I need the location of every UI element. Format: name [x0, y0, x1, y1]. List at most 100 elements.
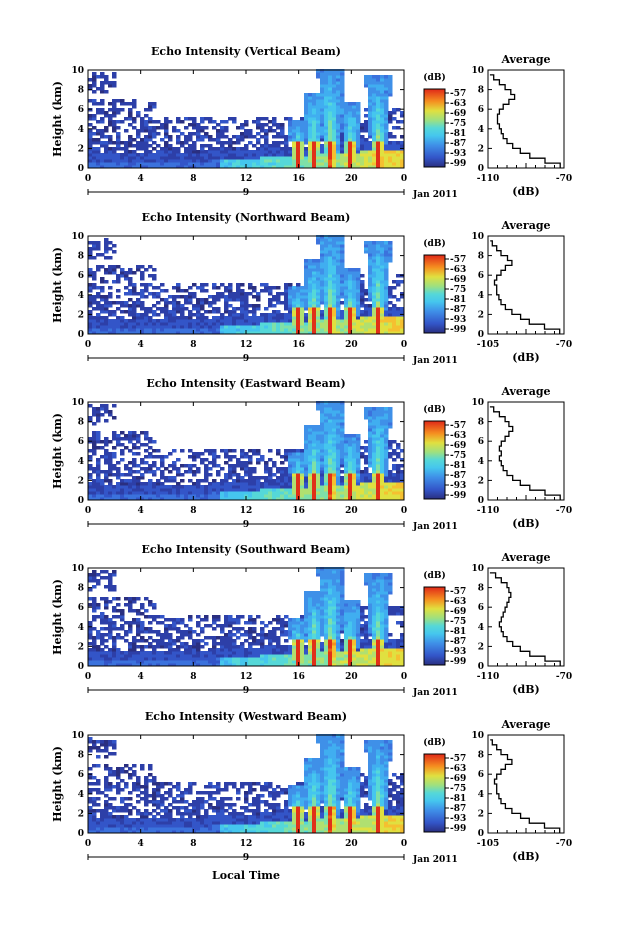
heatmap-cell: [372, 120, 377, 124]
heatmap-cell: [236, 283, 241, 287]
heatmap-cell: [380, 150, 385, 154]
heatmap-cell: [216, 322, 221, 326]
heatmap-cell: [96, 657, 101, 661]
heatmap-cell: [236, 494, 241, 498]
heatmap-cell: [116, 657, 121, 661]
heatmap-cell: [348, 129, 353, 133]
heatmap-cell: [152, 630, 157, 634]
heatmap-cell: [332, 449, 337, 453]
heatmap-cell: [376, 491, 381, 495]
heatmap-cell: [364, 325, 369, 329]
heatmap-cell: [272, 120, 277, 124]
heatmap-cell: [268, 485, 273, 489]
heatmap-cell: [316, 135, 321, 139]
heatmap-cell: [316, 289, 321, 293]
heatmap-cell: [208, 648, 213, 652]
heatmap-cell: [328, 482, 333, 486]
heatmap-cell: [132, 271, 137, 275]
heatmap-cell: [176, 135, 181, 139]
heatmap-cell: [332, 322, 337, 326]
heatmap-cell: [208, 452, 213, 456]
heatmap-cell: [108, 162, 113, 166]
heatmap-cell: [144, 434, 149, 438]
heatmap-cell: [124, 162, 129, 166]
heatmap-cell: [104, 576, 109, 580]
heatmap-cell: [116, 633, 121, 637]
heatmap-cell: [328, 313, 333, 317]
heatmap-cell: [376, 319, 381, 323]
heatmap-cell: [180, 162, 185, 166]
heatmap-cell: [364, 298, 369, 302]
heatmap-cell: [348, 274, 353, 278]
heatmap-cell: [244, 150, 249, 154]
heatmap-cell: [300, 295, 305, 299]
heatmap-cell: [116, 440, 121, 444]
heatmap-cell: [144, 651, 149, 655]
heatmap-cell: [312, 488, 317, 492]
heatmap-cell: [268, 144, 273, 148]
heatmap-cell: [200, 479, 205, 483]
heatmap-cell: [156, 654, 161, 658]
heatmap-cell: [140, 126, 145, 130]
heatmap-cell: [280, 455, 285, 459]
heatmap-cell: [388, 494, 393, 498]
heatmap-cell: [376, 425, 381, 429]
heatmap-cell: [120, 657, 125, 661]
heatmap-cell: [304, 425, 309, 429]
heatmap-cell: [228, 298, 233, 302]
heatmap-cell: [248, 485, 253, 489]
heatmap-cell: [100, 298, 105, 302]
heatmap-cell: [208, 485, 213, 489]
heatmap-cell: [320, 473, 325, 477]
heatmap-cell: [396, 108, 401, 112]
heatmap-cell: [380, 265, 385, 269]
heatmap-cell: [108, 651, 113, 655]
heatmap-cell: [236, 150, 241, 154]
heatmap-cell: [312, 274, 317, 278]
heatmap-cell: [108, 657, 113, 661]
heatmap-cell: [316, 310, 321, 314]
heatmap-cell: [148, 102, 153, 106]
heatmap-cell: [372, 494, 377, 498]
heatmap-cell: [288, 310, 293, 314]
heatmap-cell: [176, 316, 181, 320]
panel-title: Echo Intensity (Vertical Beam): [151, 45, 341, 58]
heatmap-cell: [184, 159, 189, 163]
heatmap-cell: [176, 289, 181, 293]
heatmap-cell: [108, 138, 113, 142]
heatmap-cell: [116, 654, 121, 658]
heatmap-cell: [376, 277, 381, 281]
heatmap-cell: [368, 256, 373, 260]
heatmap-cell: [124, 117, 129, 121]
heatmap-cell: [156, 307, 161, 311]
heatmap-cell: [368, 147, 373, 151]
heatmap-cell: [364, 123, 369, 127]
heatmap-cell: [168, 648, 173, 652]
heatmap-cell: [392, 153, 397, 157]
heatmap-cell: [320, 476, 325, 480]
heatmap-cell: [140, 289, 145, 293]
heatmap-cell: [392, 135, 397, 139]
heatmap-cell: [392, 488, 397, 492]
heatmap-cell: [336, 413, 341, 417]
heatmap-cell: [300, 464, 305, 468]
heatmap-cell: [328, 416, 333, 420]
heatmap-cell: [152, 461, 157, 465]
heatmap-cell: [120, 609, 125, 613]
heatmap-cell: [400, 319, 405, 323]
heatmap-cell: [272, 479, 277, 483]
heatmap-cell: [388, 292, 393, 296]
heatmap-cell: [396, 120, 401, 124]
heatmap-cell: [328, 461, 333, 465]
heatmap-cell: [104, 570, 109, 574]
heatmap-cell: [388, 316, 393, 320]
heatmap-cell: [200, 150, 205, 154]
heatmap-cell: [332, 310, 337, 314]
heatmap-cell: [92, 600, 97, 604]
heatmap-cell: [320, 144, 325, 148]
heatmap-cell: [376, 494, 381, 498]
day-label: 9: [243, 188, 249, 198]
heatmap-cell: [304, 138, 309, 142]
heatmap-cell: [340, 458, 345, 462]
heatmap-cell: [380, 153, 385, 157]
